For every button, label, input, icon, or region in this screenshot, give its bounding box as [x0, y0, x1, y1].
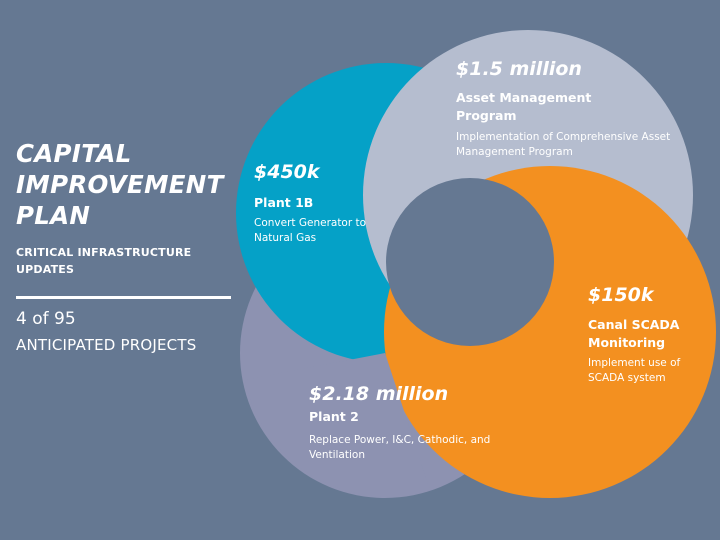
- divider: [16, 296, 231, 299]
- project-description: Replace Power, I&C, Cathodic, and Ventil…: [309, 434, 491, 461]
- title-line-3: PLAN: [16, 201, 91, 230]
- title-line-1: CAPITAL: [16, 139, 132, 168]
- project-plant-2: $2.18 million Plant 2 Replace Power, I&C…: [309, 382, 524, 463]
- title-line-2: IMPROVEMENT: [16, 170, 224, 199]
- page-title: CAPITAL IMPROVEMENT PLAN: [16, 138, 238, 231]
- project-count-label: ANTICIPATED PROJECTS: [16, 336, 197, 354]
- project-name: Asset Management Program: [456, 90, 592, 123]
- subtitle: CRITICAL INFRASTRUCTURE UPDATES: [16, 246, 192, 276]
- project-name: Canal SCADA Monitoring: [588, 317, 680, 350]
- plant-2-ring-overlap: [245, 353, 430, 497]
- project-plant-1b: $450k Plant 1B Convert Generator to Natu…: [254, 160, 374, 246]
- project-description: Implement use of SCADA system: [588, 357, 681, 384]
- left-panel: CAPITAL IMPROVEMENT PLAN CRITICAL INFRAS…: [16, 138, 238, 355]
- project-count: 4 of 95: [16, 309, 76, 329]
- center-hole: [386, 178, 554, 346]
- project-amount: $1.5 million: [456, 58, 582, 80]
- project-name: Plant 1B: [254, 195, 314, 210]
- project-canal-scada: $150k Canal SCADA Monitoring Implement u…: [588, 283, 706, 386]
- project-asset-management: $1.5 million Asset Management Program Im…: [456, 57, 686, 160]
- project-amount: $150k: [588, 284, 654, 306]
- project-name: Plant 2: [309, 409, 359, 424]
- project-description: Implementation of Comprehensive Asset Ma…: [456, 131, 671, 158]
- project-amount: $2.18 million: [309, 383, 449, 405]
- project-description: Convert Generator to Natural Gas: [254, 217, 367, 244]
- project-amount: $450k: [254, 161, 320, 183]
